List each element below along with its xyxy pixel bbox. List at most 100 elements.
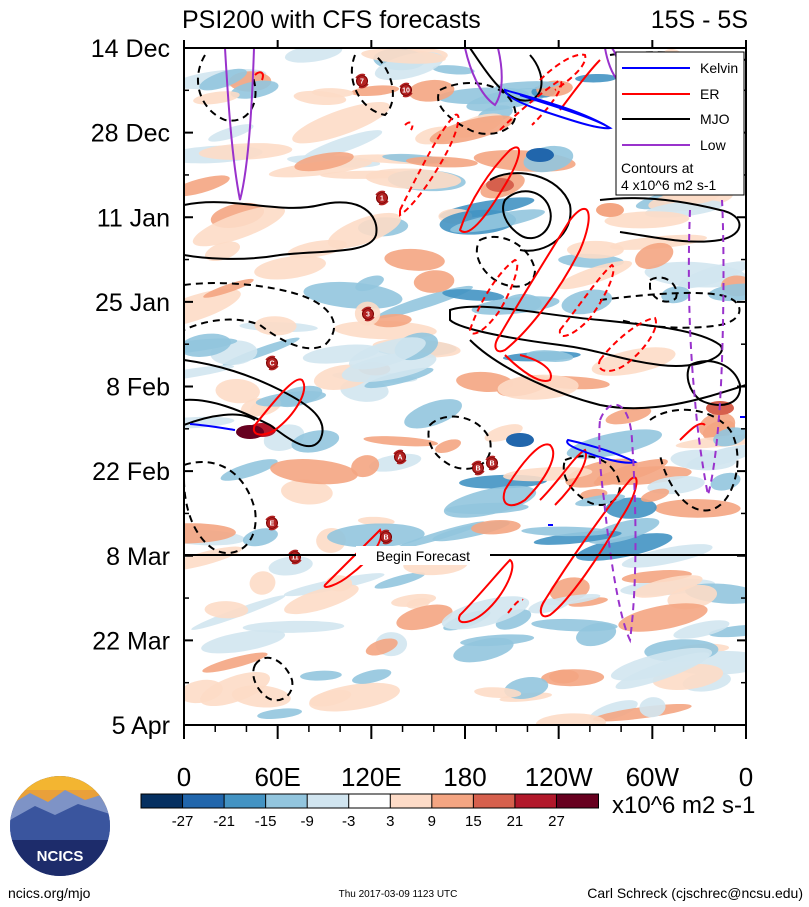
anomaly-patch: [249, 571, 276, 595]
er-contour: [494, 207, 590, 353]
anomaly-patch: [357, 516, 395, 526]
tc-marker: E: [265, 515, 279, 531]
anomaly-patch: [714, 446, 742, 463]
footer-author: Carl Schreck (cjschrec@ncsu.edu): [587, 885, 803, 901]
y-tick-label: 11 Jan: [97, 204, 170, 232]
colorbar-tick-label: -15: [255, 813, 277, 830]
mjo-contour: [469, 48, 543, 102]
er-contour: [507, 598, 524, 614]
anomaly-patch: [303, 281, 403, 309]
anomaly-patch: [351, 455, 380, 478]
er-contour: [539, 476, 638, 618]
tc-marker: 3: [361, 306, 375, 322]
anomaly-patch: [471, 519, 521, 535]
anomaly-patch: [268, 556, 313, 576]
anomaly-patch: [545, 593, 601, 606]
anomaly-patch: [192, 205, 285, 247]
colorbar-swatch: [348, 793, 392, 809]
anomaly-patch: [557, 260, 633, 290]
tc-marker-label: B: [489, 461, 494, 468]
er-contour: [458, 558, 514, 624]
tc-marker: B: [485, 455, 499, 471]
colorbar-tick-label: 9: [428, 813, 436, 830]
y-tick-label: 8 Feb: [106, 374, 170, 402]
colorbar-tick-label: 21: [507, 813, 524, 830]
anomaly-shading: [184, 48, 746, 725]
colorbar-swatch: [265, 793, 309, 809]
tc-marker: 1: [375, 190, 389, 206]
anomaly-patch: [184, 175, 230, 197]
anomaly-patch: [460, 634, 535, 647]
colorbar-tick-label: -9: [301, 813, 314, 830]
mjo-contour: [686, 360, 742, 406]
anomaly-patch: [434, 439, 462, 454]
anomaly-patch: [215, 378, 260, 404]
colorbar-swatch: [555, 793, 599, 809]
anomaly-patch: [566, 429, 662, 459]
y-tick-label: 25 Jan: [95, 289, 170, 317]
mjo-contour: [350, 54, 394, 117]
anomaly-patch: [541, 669, 605, 687]
anomaly-patch: [200, 671, 270, 707]
anomaly-patch: [561, 289, 613, 315]
anomaly-patch: [575, 494, 626, 507]
footer-timestamp: Thu 2017-03-09 1123 UTC: [339, 889, 458, 900]
anomaly-patch: [591, 347, 676, 376]
x-tick-label: 0: [177, 762, 191, 792]
anomaly-patch: [404, 399, 462, 429]
anomaly-core: [596, 203, 624, 217]
x-tick-label: 60E: [255, 762, 301, 792]
anomaly-patch: [309, 682, 400, 712]
anomaly-patch: [302, 130, 383, 161]
colorbar-swatch: [140, 793, 184, 809]
anomaly-patch: [270, 459, 358, 485]
colorbar-tick-label: -3: [342, 813, 355, 830]
x-tick-label: 180: [443, 762, 486, 792]
footer-site: ncics.org/mjo: [8, 885, 91, 901]
mjo-contour: [184, 359, 324, 448]
anomaly-patch: [292, 101, 391, 144]
mjo-contour: [252, 656, 294, 702]
legend-kelvin-label: Kelvin: [700, 60, 738, 76]
anomaly-patch: [257, 708, 303, 719]
low-contour: [598, 403, 637, 644]
mjo-contour: [502, 190, 552, 240]
anomaly-patch: [605, 406, 652, 425]
anomaly-patch: [184, 365, 235, 382]
tc-marker-label: 11: [291, 555, 299, 562]
anomaly-patch: [568, 597, 608, 607]
anomaly-patch: [443, 485, 537, 518]
anomaly-patch: [408, 79, 455, 102]
anomaly-patch: [610, 647, 713, 681]
anomaly-patch: [284, 584, 359, 615]
y-tick-label: 22 Feb: [92, 458, 170, 486]
x-tick-label: 120W: [525, 762, 593, 792]
anomaly-patch: [635, 242, 674, 269]
anomaly-core: [506, 433, 534, 447]
colorbar-swatch: [182, 793, 226, 809]
anomaly-patch: [484, 424, 523, 442]
colorbar-tick-label: 15: [465, 813, 482, 830]
colorbar-swatch: [389, 793, 433, 809]
anomaly-patch: [639, 697, 666, 718]
mjo-contour: [489, 172, 572, 252]
anomaly-patch: [365, 168, 462, 190]
anomaly-patch: [363, 436, 439, 447]
anomaly-patch: [203, 278, 254, 298]
y-tick-label: 22 Mar: [92, 627, 170, 655]
x-tick-label: 0: [739, 762, 753, 792]
anomaly-patch: [204, 241, 241, 262]
anomaly-patch: [640, 488, 670, 502]
er-contour: [679, 422, 706, 441]
colorbar-swatch: [306, 793, 350, 809]
mjo-contour: [184, 282, 336, 350]
anomaly-patch: [199, 68, 247, 91]
anomaly-patch: [202, 652, 268, 673]
anomaly-patch: [633, 575, 703, 598]
colorbar-tick-label: -21: [213, 813, 235, 830]
tc-marker: 10: [399, 82, 413, 98]
kelvin-contour: [503, 88, 613, 130]
anomaly-patch: [609, 234, 707, 250]
anomaly-core: [526, 148, 554, 162]
